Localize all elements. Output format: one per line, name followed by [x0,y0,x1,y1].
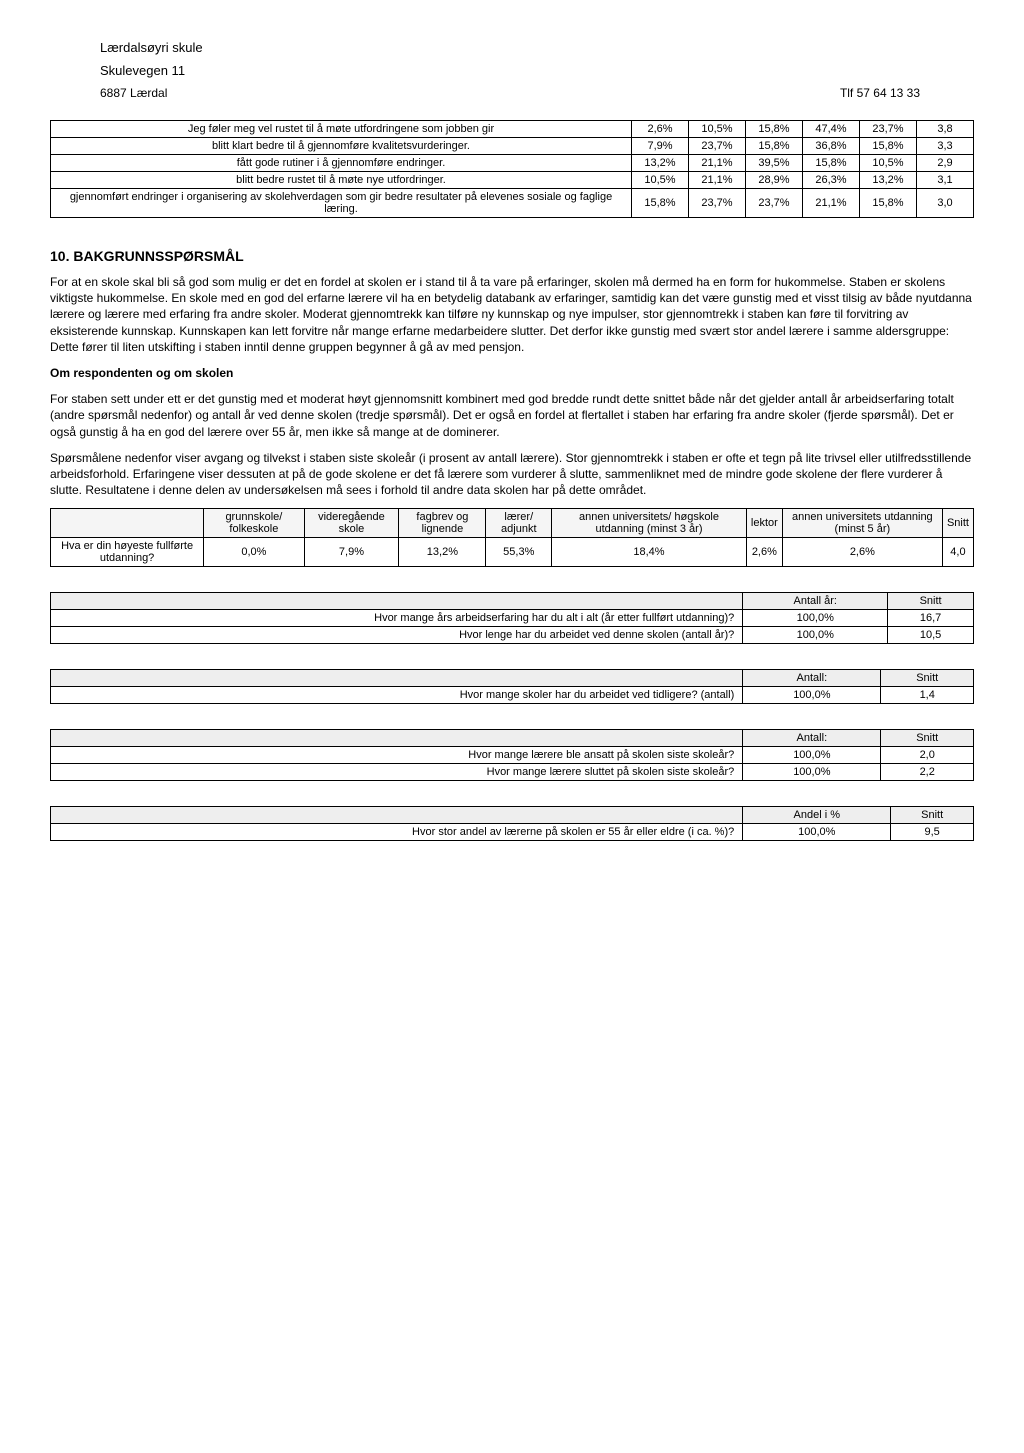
edu-header: annen universitets/ høgskole utdanning (… [552,509,747,538]
small-table-header: Snitt [881,730,974,747]
table-cell: 3,0 [917,189,974,218]
edu-cell: 2,6% [782,538,942,567]
table-cell: 21,1% [689,172,746,189]
table-cell: 21,1% [689,155,746,172]
small-table-value: 100,0% [743,627,888,644]
small-table-snitt: 10,5 [888,627,974,644]
table-cell: 15,8% [746,138,803,155]
edu-header: grunnskole/ folkeskole [204,509,304,538]
table-cell: 15,8% [860,189,917,218]
small-table-header: Snitt [891,807,974,824]
edu-header: Snitt [942,509,973,538]
edu-cell: 55,3% [486,538,552,567]
small-table-question: Hvor mange skoler har du arbeidet ved ti… [51,687,743,704]
table-cell: 21,1% [803,189,860,218]
small-table-header: Snitt [888,593,974,610]
schools-table: Antall:Snitt Hvor mange skoler har du arb… [50,669,974,704]
small-table-snitt: 2,0 [881,747,974,764]
table-cell: 36,8% [803,138,860,155]
small-table-question: Hvor stor andel av lærerne på skolen er … [51,824,743,841]
small-table-value: 100,0% [743,824,891,841]
table-row-label: blitt bedre rustet til å møte nye utford… [51,172,632,189]
small-table-header: Andel i % [743,807,891,824]
section-10-subheading: Om respondenten og om skolen [50,365,974,381]
table-cell: 23,7% [860,121,917,138]
edu-header: lektor [746,509,782,538]
table-cell: 23,7% [689,189,746,218]
table-cell: 28,9% [746,172,803,189]
school-address: Skulevegen 11 [100,63,974,78]
table-cell: 10,5% [860,155,917,172]
small-table-question: Hvor mange lærere sluttet på skolen sist… [51,764,743,781]
table-cell: 26,3% [803,172,860,189]
edu-row-label: Hva er din høyeste fullførte utdanning? [51,538,204,567]
small-table-value: 100,0% [743,610,888,627]
document-header: Lærdalsøyri skule Skulevegen 11 6887 Lær… [100,40,974,100]
small-table-snitt: 2,2 [881,764,974,781]
small-table-snitt: 16,7 [888,610,974,627]
school-phone: Tlf 57 64 13 33 [840,86,920,100]
table-cell: 3,8 [917,121,974,138]
table-cell: 13,2% [860,172,917,189]
table-cell: 7,9% [632,138,689,155]
table-cell: 47,4% [803,121,860,138]
edu-header: fagbrev og lignende [399,509,486,538]
table-cell: 3,1 [917,172,974,189]
results-table-1: Jeg føler meg vel rustet til å møte utfo… [50,120,974,218]
small-table-snitt: 1,4 [881,687,974,704]
small-table-value: 100,0% [743,687,881,704]
table-row-label: gjennomført endringer i organisering av … [51,189,632,218]
table-row-label: fått gode rutiner i å gjennomføre endrin… [51,155,632,172]
edu-cell: 18,4% [552,538,747,567]
table-cell: 10,5% [689,121,746,138]
section-10-p2: For staben sett under ett er det gunstig… [50,391,974,440]
table-cell: 15,8% [746,121,803,138]
small-table-question: Hvor mange lærere ble ansatt på skolen s… [51,747,743,764]
table-cell: 15,8% [860,138,917,155]
staff-table: Antall:Snitt Hvor mange lærere ble ansatt… [50,729,974,781]
edu-cell: 0,0% [204,538,304,567]
small-table-question: Hvor lenge har du arbeidet ved denne sko… [51,627,743,644]
edu-header: annen universitets utdanning (minst 5 år… [782,509,942,538]
edu-cell: 2,6% [746,538,782,567]
small-table-header: Antall: [743,670,881,687]
table-cell: 3,3 [917,138,974,155]
small-table-header [51,670,743,687]
table-cell: 23,7% [689,138,746,155]
table-cell: 15,8% [632,189,689,218]
edu-cell: 4,0 [942,538,973,567]
table-row-label: blitt klart bedre til å gjennomføre kval… [51,138,632,155]
edu-header [51,509,204,538]
table-cell: 15,8% [803,155,860,172]
edu-header: videregående skole [304,509,399,538]
school-city: 6887 Lærdal [100,86,167,100]
table-cell: 13,2% [632,155,689,172]
years-table: Antall år:Snitt Hvor mange års arbeidserf… [50,592,974,644]
small-table-value: 100,0% [743,747,881,764]
small-table-question: Hvor mange års arbeidserfaring har du al… [51,610,743,627]
small-table-header: Antall år: [743,593,888,610]
education-table: grunnskole/ folkeskolevideregående skole… [50,508,974,567]
section-10-p1: For at en skole skal bli så god som muli… [50,274,974,355]
small-table-header: Snitt [881,670,974,687]
table-cell: 10,5% [632,172,689,189]
small-table-value: 100,0% [743,764,881,781]
table-cell: 39,5% [746,155,803,172]
school-name: Lærdalsøyri skule [100,40,974,55]
small-table-snitt: 9,5 [891,824,974,841]
small-table-header: Antall: [743,730,881,747]
section-10-title: 10. BAKGRUNNSSPØRSMÅL [50,248,974,264]
table-cell: 2,9 [917,155,974,172]
edu-cell: 7,9% [304,538,399,567]
age-table: Andel i %Snitt Hvor stor andel av lærerne… [50,806,974,841]
section-10-p3: Spørsmålene nedenfor viser avgang og til… [50,450,974,499]
table-row-label: Jeg føler meg vel rustet til å møte utfo… [51,121,632,138]
edu-header: lærer/ adjunkt [486,509,552,538]
edu-cell: 13,2% [399,538,486,567]
small-table-header [51,593,743,610]
small-table-header [51,730,743,747]
table-cell: 23,7% [746,189,803,218]
table-cell: 2,6% [632,121,689,138]
small-table-header [51,807,743,824]
